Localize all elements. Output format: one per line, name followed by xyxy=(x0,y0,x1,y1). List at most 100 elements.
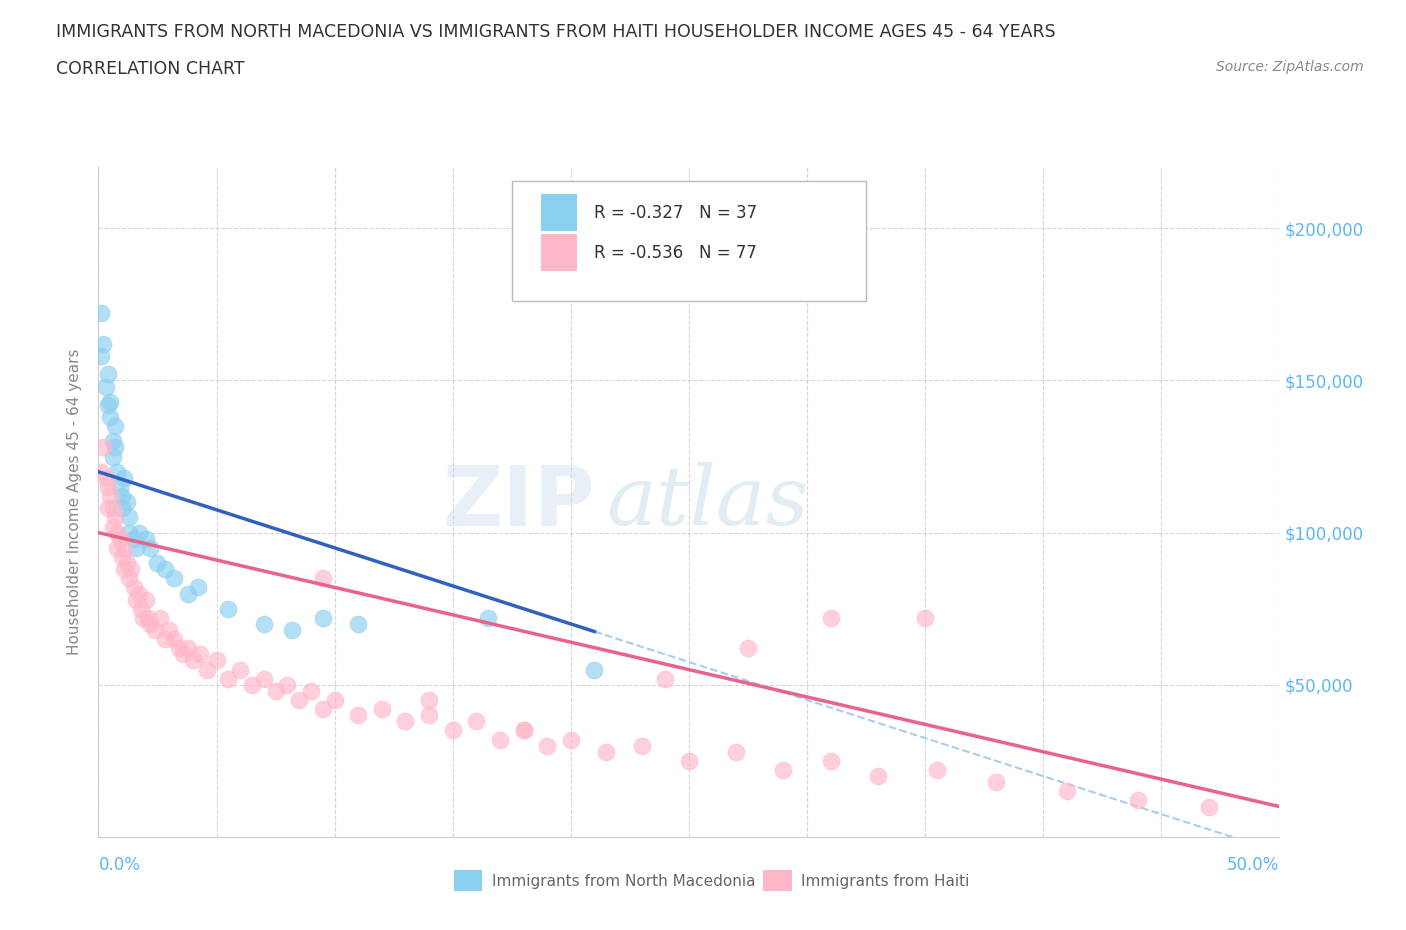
Text: IMMIGRANTS FROM NORTH MACEDONIA VS IMMIGRANTS FROM HAITI HOUSEHOLDER INCOME AGES: IMMIGRANTS FROM NORTH MACEDONIA VS IMMIG… xyxy=(56,23,1056,41)
Point xyxy=(111,501,134,516)
Point xyxy=(441,723,464,737)
Point xyxy=(97,501,120,516)
Point xyxy=(264,684,287,698)
Point xyxy=(654,671,676,686)
Point xyxy=(146,555,169,570)
Point xyxy=(465,714,488,729)
Point xyxy=(217,602,239,617)
Point xyxy=(1056,784,1078,799)
Point xyxy=(820,753,842,768)
Bar xyxy=(541,234,576,272)
Point xyxy=(128,525,150,540)
Point xyxy=(737,641,759,656)
Point xyxy=(1198,799,1220,814)
Point xyxy=(489,732,512,747)
Point xyxy=(866,769,889,784)
Point xyxy=(187,580,209,595)
Bar xyxy=(541,194,576,231)
Point xyxy=(177,641,200,656)
Point xyxy=(115,495,138,510)
Point xyxy=(94,379,117,394)
Point xyxy=(115,555,138,570)
Point xyxy=(167,641,190,656)
Point xyxy=(98,488,121,503)
Point xyxy=(1126,793,1149,808)
Point xyxy=(560,732,582,747)
Point xyxy=(143,622,166,637)
Point xyxy=(914,610,936,625)
Text: 0.0%: 0.0% xyxy=(98,856,141,873)
Point xyxy=(111,550,134,565)
Point xyxy=(97,367,120,382)
Text: R = -0.327   N = 37: R = -0.327 N = 37 xyxy=(595,204,758,222)
Point xyxy=(91,337,114,352)
Point xyxy=(312,571,335,586)
Point xyxy=(371,702,394,717)
Point xyxy=(105,464,128,479)
Point xyxy=(678,753,700,768)
Point xyxy=(217,671,239,686)
Point xyxy=(188,647,211,662)
Point xyxy=(925,763,948,777)
Point xyxy=(125,592,148,607)
Text: ZIP: ZIP xyxy=(441,461,595,543)
Point xyxy=(104,440,127,455)
Point xyxy=(394,714,416,729)
Point xyxy=(98,394,121,409)
Point xyxy=(122,531,145,546)
Point xyxy=(536,738,558,753)
Point xyxy=(90,306,112,321)
Point xyxy=(112,562,135,577)
Y-axis label: Householder Income Ages 45 - 64 years: Householder Income Ages 45 - 64 years xyxy=(67,349,83,656)
Point xyxy=(122,580,145,595)
Point xyxy=(205,653,228,668)
Point xyxy=(240,677,263,692)
Point xyxy=(97,397,120,412)
Point xyxy=(253,617,276,631)
Point xyxy=(91,440,114,455)
Point xyxy=(229,662,252,677)
Text: 50.0%: 50.0% xyxy=(1227,856,1279,873)
Point xyxy=(136,610,159,625)
FancyBboxPatch shape xyxy=(512,180,866,301)
Point xyxy=(253,671,276,686)
Point xyxy=(125,540,148,555)
Point xyxy=(108,531,131,546)
Point xyxy=(112,540,135,555)
Point xyxy=(132,610,155,625)
Text: Immigrants from Haiti: Immigrants from Haiti xyxy=(801,874,970,889)
Point xyxy=(172,647,194,662)
Point xyxy=(163,571,186,586)
Point xyxy=(418,693,440,708)
Point xyxy=(725,744,748,759)
Point xyxy=(139,540,162,555)
Point xyxy=(118,525,141,540)
Point xyxy=(299,684,322,698)
Point xyxy=(281,622,304,637)
Point xyxy=(153,631,176,646)
Point xyxy=(105,540,128,555)
Point xyxy=(105,525,128,540)
Point xyxy=(347,708,370,723)
Point xyxy=(90,464,112,479)
Point xyxy=(118,510,141,525)
Point xyxy=(276,677,298,692)
Text: Immigrants from North Macedonia: Immigrants from North Macedonia xyxy=(492,874,755,889)
Point xyxy=(135,531,157,546)
Point xyxy=(984,775,1007,790)
Point xyxy=(98,409,121,424)
Point xyxy=(312,610,335,625)
Point xyxy=(90,349,112,364)
Point xyxy=(512,723,534,737)
Point xyxy=(163,631,186,646)
Point xyxy=(195,662,218,677)
Point xyxy=(153,562,176,577)
Text: atlas: atlas xyxy=(606,462,808,542)
Point xyxy=(312,702,335,717)
Point xyxy=(181,653,204,668)
Point xyxy=(111,488,134,503)
Point xyxy=(129,602,152,617)
Point xyxy=(139,617,162,631)
Point xyxy=(157,622,180,637)
Point xyxy=(477,610,499,625)
